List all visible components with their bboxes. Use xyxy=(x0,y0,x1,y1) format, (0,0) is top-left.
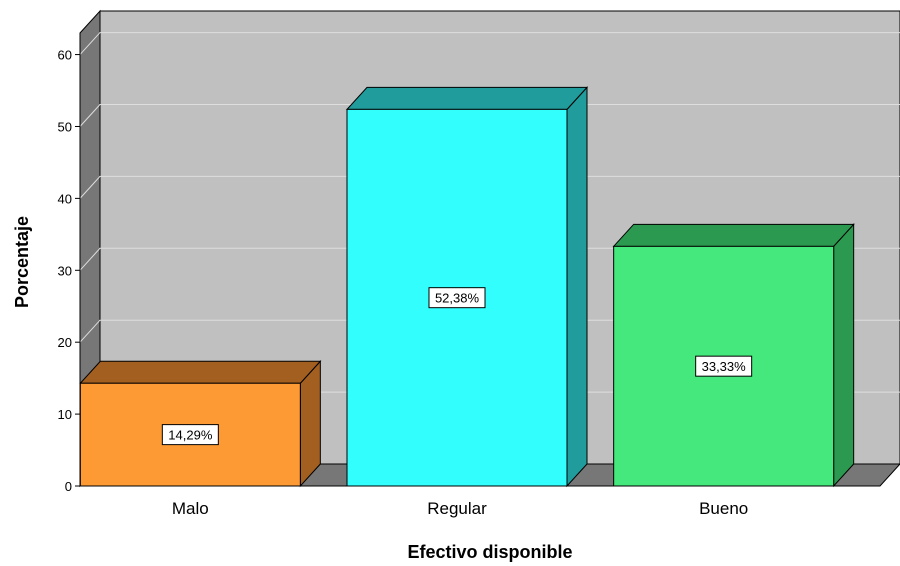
data-label-box xyxy=(428,287,486,309)
y-tick-label: 50 xyxy=(58,119,72,134)
grid-line xyxy=(79,32,900,55)
x-axis-title: Efectivo disponible xyxy=(407,542,572,562)
x-category-label: Bueno xyxy=(699,499,748,518)
bars: 14,29% 52,38% 33,33% xyxy=(79,86,855,488)
y-tick-label: 20 xyxy=(58,335,72,350)
y-tick-label: 0 xyxy=(65,479,72,494)
data-label-text: 33,33% xyxy=(702,359,747,374)
data-label-box xyxy=(695,355,753,377)
bar-malo: 14,29% xyxy=(79,359,322,488)
grid-line xyxy=(79,103,900,127)
x-category-label: Regular xyxy=(427,499,487,518)
bar-bueno: 33,33% xyxy=(612,223,855,488)
data-label-text: 52,38% xyxy=(435,291,480,306)
data-label-text: 14,29% xyxy=(168,428,213,443)
bar-top xyxy=(79,360,322,384)
data-label: 52,38% xyxy=(428,287,486,309)
bar-side xyxy=(833,223,855,488)
data-label: 14,29% xyxy=(161,424,219,446)
y-tick-label: 10 xyxy=(58,407,72,422)
y-axis-title: Porcentaje xyxy=(12,216,32,308)
grid-line xyxy=(79,175,900,199)
bar-side xyxy=(566,86,588,488)
x-category-label: Malo xyxy=(172,499,209,518)
bar-top xyxy=(612,223,855,247)
data-label: 33,33% xyxy=(695,355,753,377)
data-label-box xyxy=(161,424,219,446)
bar-regular: 52,38% xyxy=(345,86,589,488)
y-tick-label: 60 xyxy=(58,48,72,63)
y-tick-label: 40 xyxy=(58,191,72,206)
y-tick-label: 30 xyxy=(58,263,72,278)
x-axis-categories: Malo Regular Bueno xyxy=(172,499,748,518)
bar-top xyxy=(345,86,589,110)
